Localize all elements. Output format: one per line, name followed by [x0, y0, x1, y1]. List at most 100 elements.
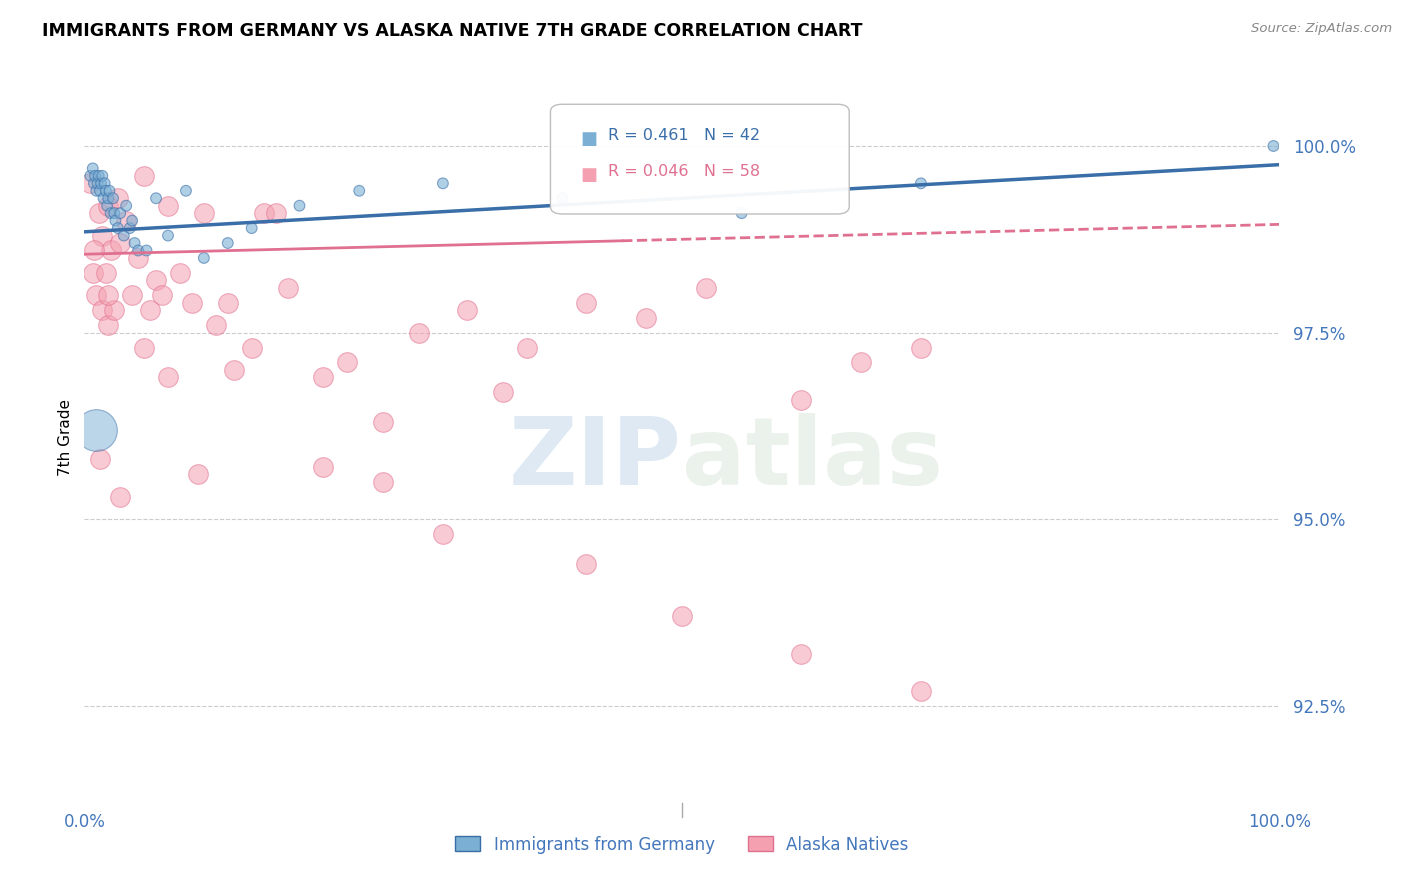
Point [910, 177, 932, 191]
Point [110, 206, 132, 220]
Text: Source: ZipAtlas.com: Source: ZipAtlas.com [1251, 22, 1392, 36]
Text: atlas: atlas [682, 413, 943, 505]
Point [169, 266, 191, 280]
Point [112, 228, 135, 243]
Point [336, 355, 359, 369]
Point [100, 244, 122, 258]
Text: IMMIGRANTS FROM GERMANY VS ALASKA NATIVE 7TH GRADE CORRELATION CHART: IMMIGRANTS FROM GERMANY VS ALASKA NATIVE… [42, 22, 863, 40]
Point [277, 281, 299, 295]
Point [89, 452, 111, 467]
Point [373, 415, 395, 429]
Point [145, 191, 167, 205]
Point [86, 177, 108, 191]
Point [83, 244, 105, 258]
Point [349, 184, 371, 198]
Point [103, 206, 125, 220]
Point [132, 169, 156, 183]
Point [851, 355, 873, 369]
Point [86, 423, 108, 437]
Point [93, 177, 115, 191]
Point [97, 318, 120, 332]
Point [187, 467, 209, 482]
Point [790, 392, 813, 407]
Point [107, 191, 129, 205]
Point [91, 169, 114, 183]
Point [84, 169, 107, 183]
Point [240, 221, 263, 235]
Point [91, 303, 114, 318]
Point [312, 370, 335, 384]
Point [671, 609, 693, 624]
Point [240, 341, 263, 355]
Point [110, 490, 132, 504]
Point [910, 341, 932, 355]
Point [910, 683, 932, 698]
Point [253, 206, 276, 220]
Point [222, 363, 245, 377]
Point [373, 475, 395, 489]
Point [145, 273, 167, 287]
Point [83, 177, 105, 191]
Point [575, 295, 598, 310]
Point [96, 199, 118, 213]
Point [90, 177, 112, 191]
Point [89, 184, 111, 198]
Point [87, 206, 110, 220]
Point [150, 288, 173, 302]
Point [82, 266, 104, 280]
Point [636, 310, 658, 325]
Point [408, 326, 430, 340]
Point [118, 221, 141, 235]
Point [1263, 139, 1285, 153]
Text: ZIP: ZIP [509, 413, 682, 505]
Point [100, 206, 122, 220]
Point [575, 557, 598, 571]
Point [157, 199, 180, 213]
Point [551, 191, 574, 205]
Point [135, 244, 157, 258]
Text: ■: ■ [581, 167, 598, 185]
Point [97, 288, 120, 302]
Point [516, 341, 538, 355]
Point [104, 213, 127, 227]
Point [79, 169, 101, 183]
Point [432, 527, 454, 541]
Point [193, 206, 215, 220]
Point [101, 191, 124, 205]
Point [264, 206, 287, 220]
Text: ■: ■ [581, 130, 598, 148]
Point [288, 199, 311, 213]
Point [132, 341, 156, 355]
Point [97, 191, 120, 205]
Point [121, 213, 143, 227]
Point [181, 295, 204, 310]
Point [217, 295, 239, 310]
Point [157, 228, 180, 243]
Point [86, 288, 108, 302]
Point [432, 177, 454, 191]
Text: R = 0.046   N = 58: R = 0.046 N = 58 [607, 164, 759, 179]
Point [115, 213, 138, 227]
Point [94, 266, 117, 280]
Point [115, 199, 138, 213]
FancyBboxPatch shape [551, 104, 849, 214]
Point [127, 251, 149, 265]
Text: R = 0.461   N = 42: R = 0.461 N = 42 [607, 128, 759, 143]
Point [110, 235, 132, 250]
Point [193, 251, 215, 265]
Point [174, 184, 197, 198]
Point [82, 161, 104, 176]
Point [312, 459, 335, 474]
Point [121, 288, 143, 302]
Point [217, 235, 239, 250]
Point [97, 199, 120, 213]
Legend: Immigrants from Germany, Alaska Natives: Immigrants from Germany, Alaska Natives [449, 829, 915, 860]
Point [124, 235, 146, 250]
Point [492, 385, 515, 400]
Point [79, 177, 101, 191]
Point [98, 184, 121, 198]
Point [139, 303, 162, 318]
Point [86, 184, 108, 198]
Point [127, 244, 149, 258]
Y-axis label: 7th Grade: 7th Grade [58, 399, 73, 475]
